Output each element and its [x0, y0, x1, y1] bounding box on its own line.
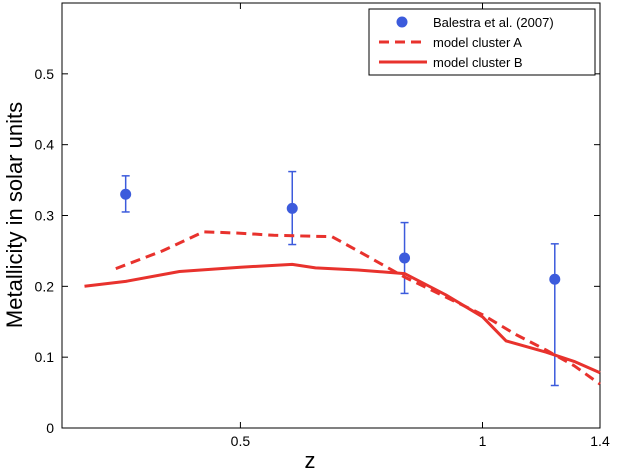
x-tick-label: 1.4 [590, 433, 610, 449]
data-point [549, 273, 561, 285]
y-tick-label: 0.2 [35, 278, 55, 294]
model-a-line [115, 230, 601, 386]
data-point [120, 188, 132, 200]
legend-label: model cluster B [433, 55, 523, 70]
legend-point-marker [396, 16, 408, 28]
data-point [286, 202, 298, 214]
y-axis-title: Metallicity in solar units [2, 102, 27, 328]
y-tick-label: 0.5 [35, 66, 55, 82]
x-tick-label: 0.5 [231, 433, 251, 449]
x-axis-title: z [305, 448, 316, 472]
data-point [399, 252, 411, 264]
y-tick-label: 0.4 [35, 137, 55, 153]
y-tick-label: 0.1 [35, 349, 55, 365]
legend-label: model cluster A [433, 35, 522, 50]
y-tick-label: 0 [46, 420, 54, 436]
x-tick-label: 1 [479, 433, 487, 449]
model-b-line [84, 262, 601, 375]
y-tick-label: 0.3 [35, 208, 55, 224]
legend-label: Balestra et al. (2007) [433, 15, 554, 30]
